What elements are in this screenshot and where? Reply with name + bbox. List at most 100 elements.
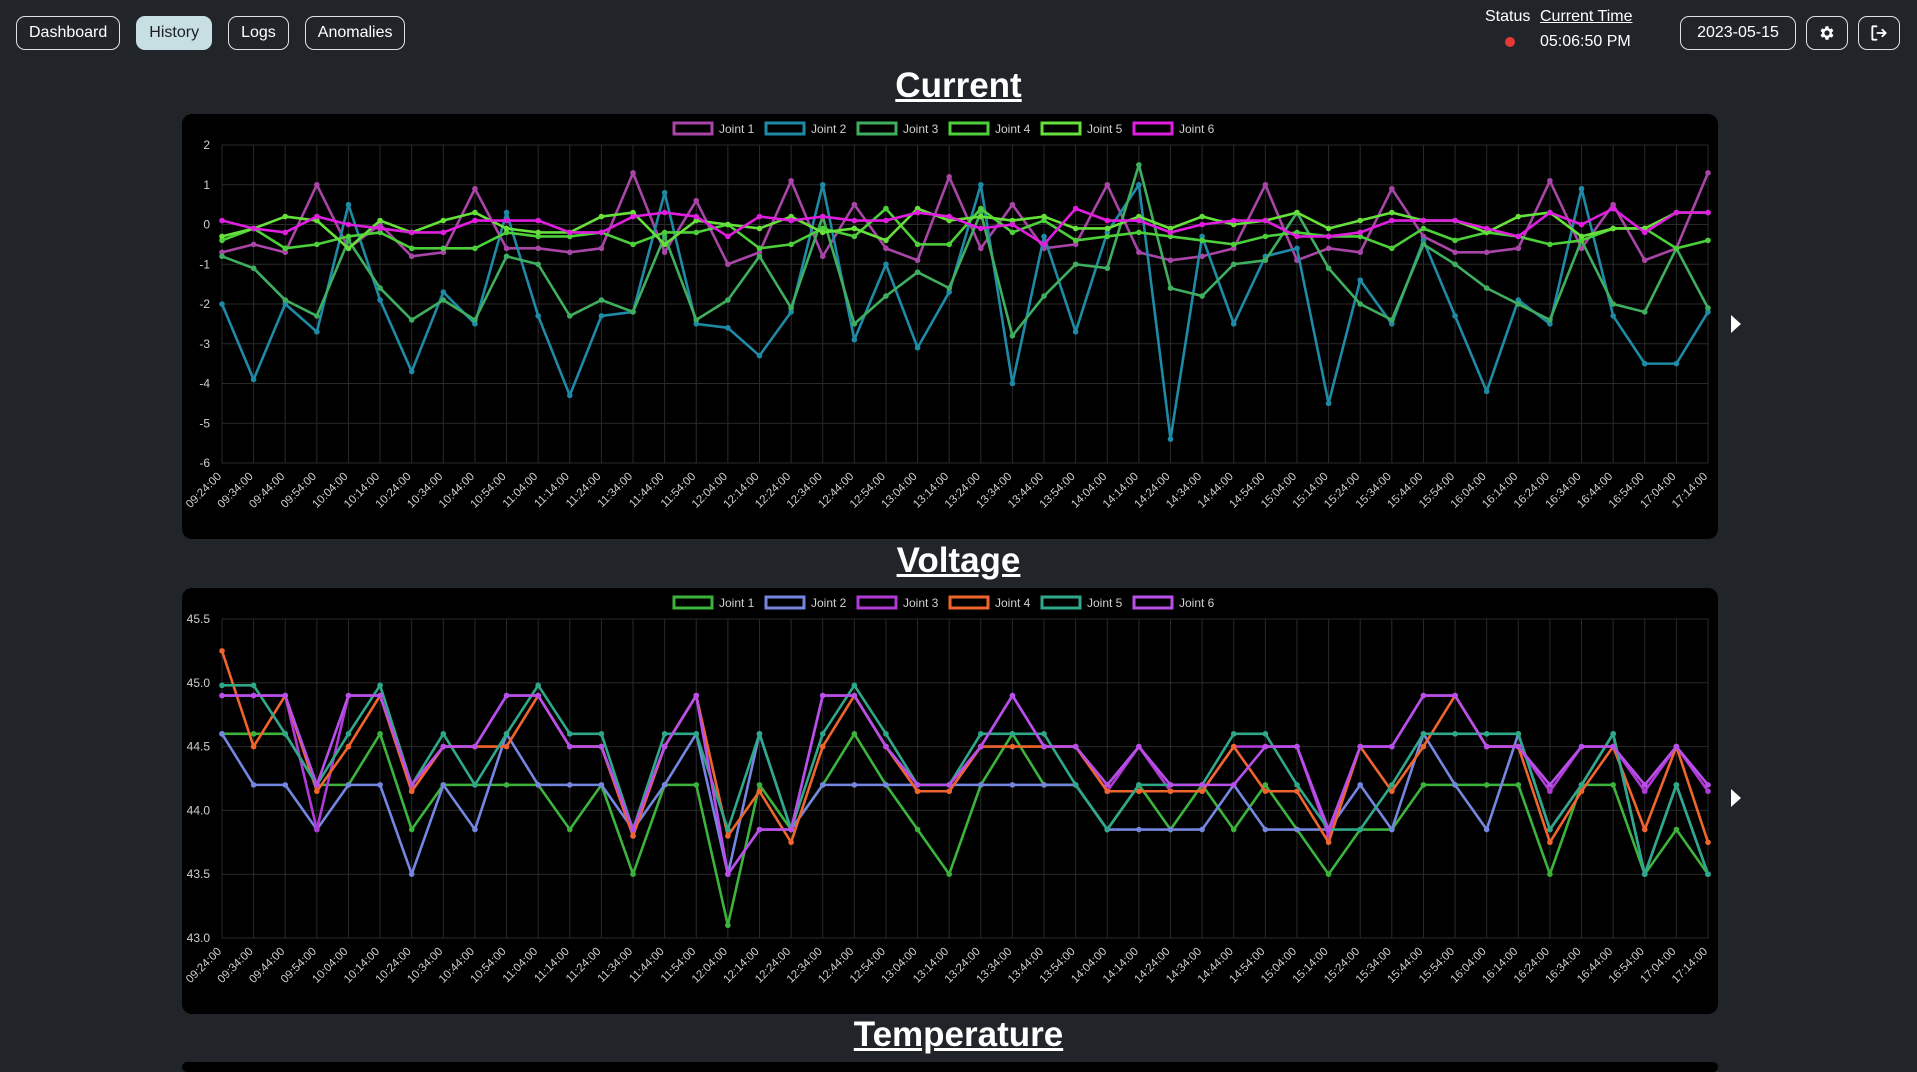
current-data-point[interactable] [1705, 170, 1711, 176]
voltage-data-point[interactable] [1673, 743, 1680, 750]
voltage-data-point[interactable] [440, 743, 447, 750]
voltage-data-point[interactable] [851, 692, 858, 699]
voltage-data-point[interactable] [250, 731, 257, 737]
voltage-data-point[interactable] [503, 743, 510, 750]
current-data-point[interactable] [1009, 380, 1016, 387]
current-data-point[interactable] [1357, 217, 1364, 224]
current-data-point[interactable] [1072, 329, 1079, 335]
voltage-data-point[interactable] [1452, 692, 1458, 699]
current-data-point[interactable] [535, 229, 541, 236]
voltage-data-point[interactable] [250, 692, 257, 699]
current-data-point[interactable] [756, 253, 763, 260]
voltage-data-point[interactable] [883, 782, 889, 788]
voltage-data-point[interactable] [946, 782, 952, 788]
voltage-data-point[interactable] [1420, 782, 1427, 788]
voltage-data-point[interactable] [1547, 788, 1553, 795]
voltage-data-point[interactable] [978, 731, 984, 737]
current-data-point[interactable] [1009, 201, 1016, 208]
current-data-point[interactable] [250, 225, 257, 232]
voltage-data-point[interactable] [1136, 788, 1142, 795]
voltage-data-point[interactable] [1641, 788, 1648, 795]
current-data-point[interactable] [661, 209, 668, 216]
voltage-legend-item[interactable]: Joint 3 [856, 595, 939, 610]
current-data-point[interactable] [219, 249, 225, 256]
current-data-point[interactable] [314, 313, 320, 319]
current-data-point[interactable] [503, 253, 510, 260]
voltage-data-point[interactable] [345, 731, 352, 737]
voltage-data-point[interactable] [566, 743, 573, 750]
current-data-point[interactable] [1641, 257, 1648, 264]
date-picker-button[interactable]: 2023-05-15 [1680, 16, 1796, 50]
voltage-data-point[interactable] [725, 922, 731, 929]
current-data-point[interactable] [1041, 213, 1047, 220]
current-data-point[interactable] [693, 213, 700, 220]
current-data-point[interactable] [1705, 209, 1711, 216]
voltage-data-point[interactable] [1610, 731, 1616, 737]
current-data-point[interactable] [566, 229, 573, 236]
current-data-point[interactable] [851, 336, 858, 343]
current-data-point[interactable] [725, 325, 731, 331]
current-data-point[interactable] [408, 253, 415, 260]
current-data-point[interactable] [756, 213, 763, 220]
voltage-data-point[interactable] [1641, 826, 1648, 833]
current-data-point[interactable] [630, 170, 636, 176]
current-data-point[interactable] [883, 293, 889, 299]
current-data-point[interactable] [377, 297, 383, 303]
current-data-point[interactable] [314, 329, 320, 335]
current-data-point[interactable] [408, 245, 415, 252]
current-time-label[interactable]: Current Time [1540, 8, 1633, 25]
current-data-point[interactable] [1136, 229, 1142, 236]
voltage-data-point[interactable] [1072, 782, 1079, 788]
voltage-data-point[interactable] [1515, 782, 1522, 788]
voltage-data-point[interactable] [1705, 782, 1711, 788]
current-data-point[interactable] [535, 245, 541, 252]
current-data-point[interactable] [1041, 233, 1047, 240]
current-data-point[interactable] [314, 241, 320, 248]
current-data-point[interactable] [1641, 360, 1648, 367]
current-data-point[interactable] [219, 301, 225, 307]
current-data-point[interactable] [946, 289, 952, 295]
voltage-data-point[interactable] [472, 743, 478, 750]
current-data-point[interactable] [1515, 301, 1522, 307]
current-data-point[interactable] [883, 217, 889, 224]
voltage-data-point[interactable] [1641, 871, 1648, 877]
voltage-data-point[interactable] [1009, 782, 1016, 788]
voltage-data-point[interactable] [946, 788, 952, 795]
voltage-data-point[interactable] [440, 782, 447, 788]
nav-anomalies-button[interactable]: Anomalies [304, 16, 406, 50]
voltage-data-point[interactable] [851, 682, 858, 689]
current-data-point[interactable] [1167, 225, 1174, 232]
current-data-point[interactable] [503, 209, 510, 216]
current-data-point[interactable] [282, 297, 289, 303]
current-data-point[interactable] [1009, 229, 1016, 236]
voltage-data-point[interactable] [1357, 826, 1364, 833]
voltage-data-point[interactable] [1009, 731, 1016, 737]
voltage-data-point[interactable] [1452, 731, 1458, 737]
voltage-data-point[interactable] [1262, 826, 1269, 833]
voltage-data-point[interactable] [1547, 826, 1553, 833]
current-data-point[interactable] [1041, 293, 1047, 299]
current-data-point[interactable] [1357, 301, 1364, 307]
current-data-point[interactable] [1483, 285, 1490, 291]
current-data-point[interactable] [1230, 245, 1237, 252]
current-data-point[interactable] [630, 309, 636, 315]
voltage-data-point[interactable] [1420, 731, 1427, 737]
voltage-data-point[interactable] [851, 731, 858, 737]
current-data-point[interactable] [345, 221, 352, 228]
current-data-point[interactable] [566, 249, 573, 256]
current-data-point[interactable] [440, 229, 447, 236]
current-data-point[interactable] [1009, 221, 1016, 228]
voltage-data-point[interactable] [408, 871, 415, 877]
current-data-point[interactable] [1452, 313, 1458, 319]
voltage-data-point[interactable] [1547, 839, 1553, 846]
current-data-point[interactable] [756, 245, 763, 252]
voltage-data-point[interactable] [219, 731, 225, 737]
current-data-point[interactable] [819, 225, 826, 232]
voltage-data-point[interactable] [377, 682, 383, 689]
current-data-point[interactable] [377, 285, 383, 291]
current-data-point[interactable] [1136, 213, 1142, 220]
current-data-point[interactable] [946, 285, 952, 291]
current-data-point[interactable] [978, 181, 984, 188]
voltage-data-point[interactable] [819, 743, 826, 750]
current-data-point[interactable] [1705, 309, 1711, 315]
